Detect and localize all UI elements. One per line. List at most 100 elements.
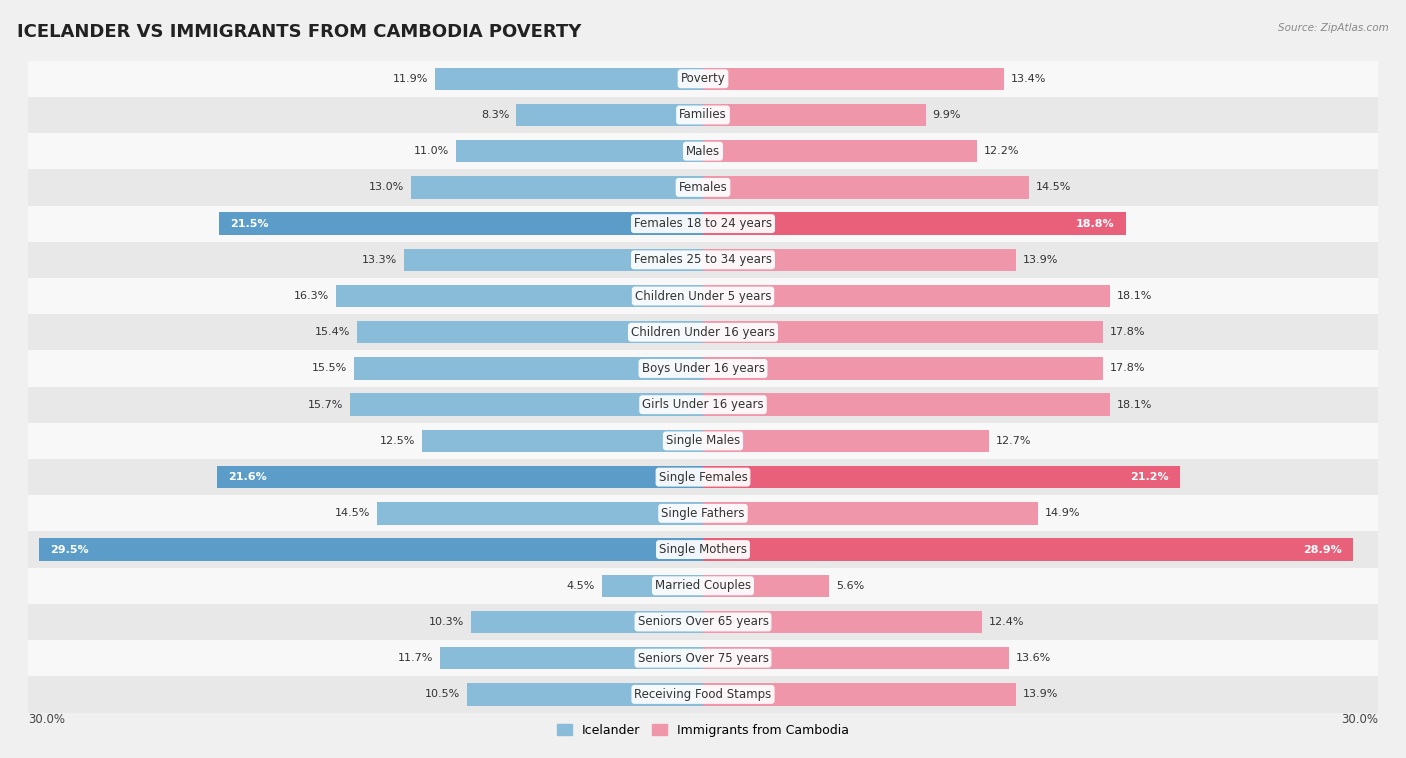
- Bar: [703, 140, 977, 162]
- Text: 12.5%: 12.5%: [380, 436, 415, 446]
- Text: 13.3%: 13.3%: [361, 255, 396, 265]
- Bar: [516, 104, 703, 126]
- Text: Source: ZipAtlas.com: Source: ZipAtlas.com: [1278, 23, 1389, 33]
- Text: Females 25 to 34 years: Females 25 to 34 years: [634, 253, 772, 266]
- Bar: [28, 278, 1378, 314]
- Bar: [28, 61, 1378, 97]
- Bar: [28, 459, 1378, 495]
- Text: 17.8%: 17.8%: [1111, 327, 1146, 337]
- Bar: [28, 604, 1378, 640]
- Text: Married Couples: Married Couples: [655, 579, 751, 592]
- Text: 13.6%: 13.6%: [1015, 653, 1050, 663]
- Bar: [436, 67, 703, 90]
- Text: 21.5%: 21.5%: [231, 218, 269, 229]
- Bar: [28, 242, 1378, 278]
- Text: Poverty: Poverty: [681, 72, 725, 85]
- Bar: [703, 321, 1104, 343]
- Bar: [377, 502, 703, 525]
- Text: 4.5%: 4.5%: [567, 581, 595, 590]
- Text: 10.5%: 10.5%: [425, 690, 460, 700]
- Text: 13.9%: 13.9%: [1022, 690, 1057, 700]
- Bar: [703, 611, 981, 633]
- Text: Single Males: Single Males: [666, 434, 740, 447]
- Text: 12.2%: 12.2%: [984, 146, 1019, 156]
- Bar: [219, 212, 703, 235]
- Bar: [467, 683, 703, 706]
- Text: 13.9%: 13.9%: [1022, 255, 1057, 265]
- Bar: [703, 538, 1353, 561]
- Text: 21.2%: 21.2%: [1130, 472, 1168, 482]
- Bar: [350, 393, 703, 416]
- Text: 14.9%: 14.9%: [1045, 509, 1080, 518]
- Bar: [703, 575, 830, 597]
- Bar: [703, 647, 1010, 669]
- Bar: [703, 285, 1111, 307]
- Bar: [703, 104, 925, 126]
- Text: Males: Males: [686, 145, 720, 158]
- Bar: [703, 357, 1104, 380]
- Text: Children Under 5 years: Children Under 5 years: [634, 290, 772, 302]
- Bar: [354, 357, 703, 380]
- Text: 18.1%: 18.1%: [1116, 291, 1153, 301]
- Bar: [703, 176, 1029, 199]
- Bar: [440, 647, 703, 669]
- Bar: [703, 430, 988, 452]
- Text: Females: Females: [679, 181, 727, 194]
- Text: 18.8%: 18.8%: [1076, 218, 1115, 229]
- Text: Families: Families: [679, 108, 727, 121]
- Bar: [703, 466, 1180, 488]
- Legend: Icelander, Immigrants from Cambodia: Icelander, Immigrants from Cambodia: [551, 719, 855, 742]
- Text: 28.9%: 28.9%: [1303, 544, 1341, 555]
- Text: 13.0%: 13.0%: [368, 183, 404, 193]
- Bar: [703, 249, 1015, 271]
- Bar: [28, 423, 1378, 459]
- Text: 9.9%: 9.9%: [932, 110, 960, 120]
- Bar: [28, 169, 1378, 205]
- Bar: [28, 350, 1378, 387]
- Text: 11.0%: 11.0%: [413, 146, 449, 156]
- Text: Seniors Over 75 years: Seniors Over 75 years: [637, 652, 769, 665]
- Text: 13.4%: 13.4%: [1011, 74, 1046, 83]
- Bar: [703, 212, 1126, 235]
- Text: 14.5%: 14.5%: [1036, 183, 1071, 193]
- Text: Single Females: Single Females: [658, 471, 748, 484]
- Bar: [217, 466, 703, 488]
- Text: 15.5%: 15.5%: [312, 364, 347, 374]
- Text: 15.7%: 15.7%: [308, 399, 343, 409]
- Text: Girls Under 16 years: Girls Under 16 years: [643, 398, 763, 411]
- Text: ICELANDER VS IMMIGRANTS FROM CAMBODIA POVERTY: ICELANDER VS IMMIGRANTS FROM CAMBODIA PO…: [17, 23, 581, 41]
- Text: 18.1%: 18.1%: [1116, 399, 1153, 409]
- Bar: [411, 176, 703, 199]
- Text: 8.3%: 8.3%: [481, 110, 509, 120]
- Bar: [703, 683, 1015, 706]
- Bar: [456, 140, 703, 162]
- Text: Seniors Over 65 years: Seniors Over 65 years: [637, 615, 769, 628]
- Bar: [28, 314, 1378, 350]
- Bar: [422, 430, 703, 452]
- Bar: [28, 640, 1378, 676]
- Bar: [28, 568, 1378, 604]
- Text: 29.5%: 29.5%: [51, 544, 89, 555]
- Bar: [404, 249, 703, 271]
- Text: 11.9%: 11.9%: [394, 74, 429, 83]
- Text: 21.6%: 21.6%: [228, 472, 267, 482]
- Text: 12.7%: 12.7%: [995, 436, 1031, 446]
- Bar: [28, 676, 1378, 713]
- Text: 12.4%: 12.4%: [988, 617, 1024, 627]
- Text: Single Mothers: Single Mothers: [659, 543, 747, 556]
- Text: Children Under 16 years: Children Under 16 years: [631, 326, 775, 339]
- Text: Females 18 to 24 years: Females 18 to 24 years: [634, 217, 772, 230]
- Text: Receiving Food Stamps: Receiving Food Stamps: [634, 688, 772, 701]
- Bar: [28, 495, 1378, 531]
- Bar: [28, 97, 1378, 133]
- Text: 5.6%: 5.6%: [835, 581, 863, 590]
- Bar: [703, 67, 1004, 90]
- Bar: [28, 205, 1378, 242]
- Text: 11.7%: 11.7%: [398, 653, 433, 663]
- Text: 30.0%: 30.0%: [28, 713, 65, 726]
- Text: 17.8%: 17.8%: [1111, 364, 1146, 374]
- Text: 14.5%: 14.5%: [335, 509, 370, 518]
- Bar: [336, 285, 703, 307]
- Text: 15.4%: 15.4%: [315, 327, 350, 337]
- Bar: [357, 321, 703, 343]
